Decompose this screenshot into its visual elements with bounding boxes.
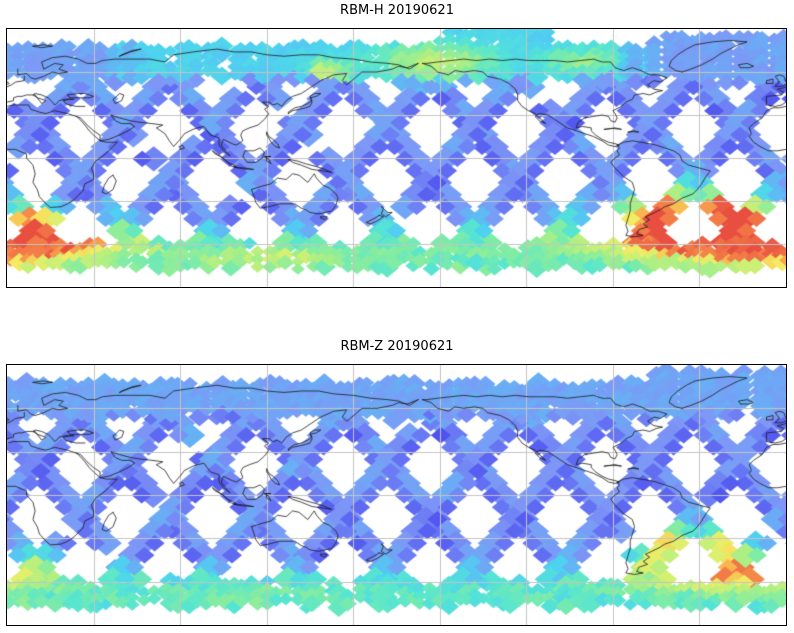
rbm-h-title: RBM-H 20190621 xyxy=(340,3,454,18)
rbm-h-map-panel xyxy=(6,28,787,288)
rbm-z-map-panel xyxy=(6,364,787,626)
rbm-h-map-canvas xyxy=(7,29,786,287)
rbm-z-map-canvas xyxy=(7,365,786,625)
rbm-z-title: RBM-Z 20190621 xyxy=(340,339,454,354)
